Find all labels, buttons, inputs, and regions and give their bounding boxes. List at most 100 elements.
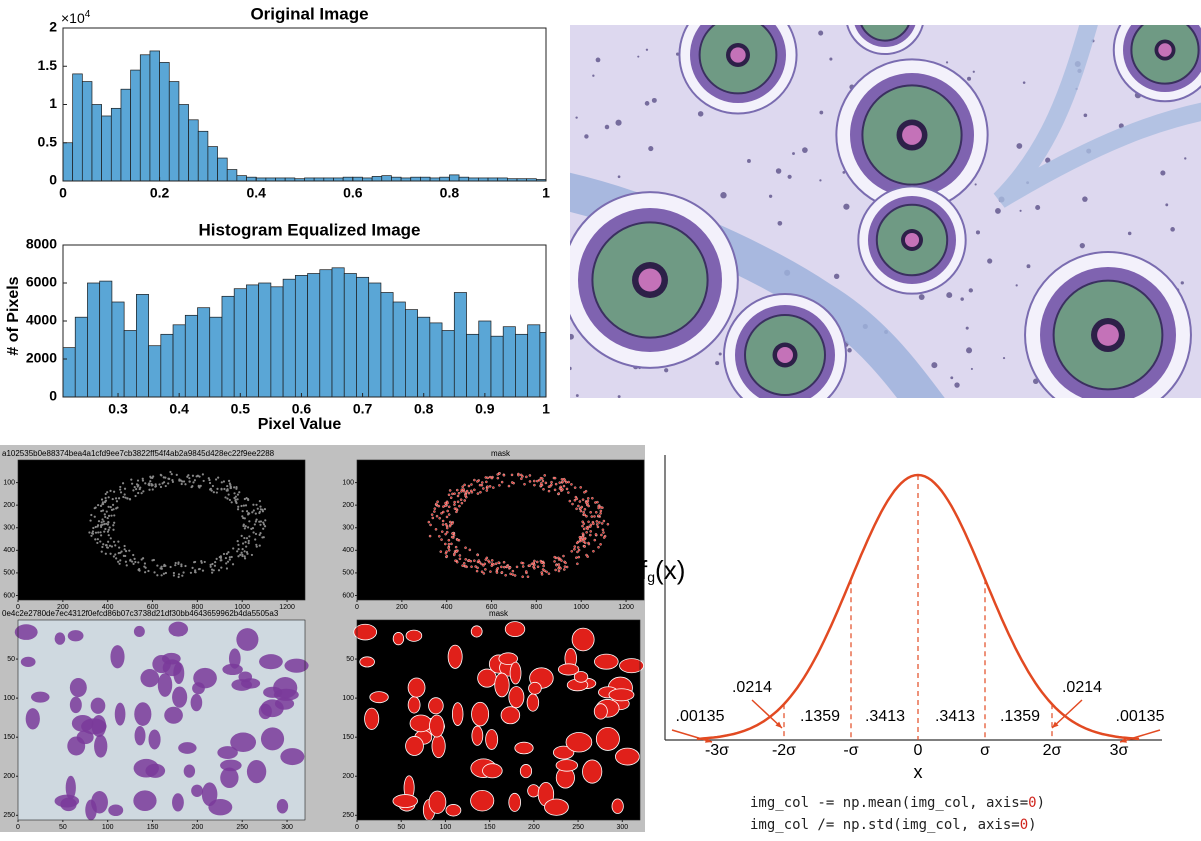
nucleus [114, 702, 126, 726]
nucleus [174, 564, 177, 567]
nucleus [128, 498, 132, 501]
arrow-head [1052, 721, 1059, 728]
nucleus [255, 543, 258, 546]
nucleus [237, 505, 240, 508]
nucleus [92, 526, 95, 530]
nucleus [602, 536, 606, 539]
nucleus [194, 571, 197, 574]
nucleus [241, 542, 245, 545]
nucleus [254, 538, 257, 541]
cell-dot [1079, 243, 1085, 249]
nucleus [210, 489, 213, 492]
x-tick-label: 800 [192, 604, 204, 611]
x-tick-label: 0 [16, 824, 20, 831]
photo-content [570, 25, 1201, 398]
nucleus [451, 532, 454, 535]
y-tick-label: 500 [342, 570, 354, 577]
nucleus [129, 559, 132, 562]
nucleus [112, 528, 115, 531]
nucleus [500, 571, 504, 574]
nucleus [409, 714, 433, 733]
nucleus [571, 502, 574, 506]
nucleus [117, 497, 121, 500]
nucleus [447, 549, 451, 552]
nucleus [593, 703, 608, 720]
nucleus [541, 568, 545, 571]
nucleus [245, 510, 249, 513]
bar [381, 175, 392, 182]
nucleus [237, 555, 240, 558]
nucleus [585, 531, 588, 534]
nucleus [456, 500, 460, 504]
nucleus [208, 481, 212, 485]
nucleus [169, 470, 172, 474]
nucleus [162, 476, 165, 479]
nucleus [184, 564, 187, 568]
nucleus [211, 562, 214, 566]
y-tick-label: 200 [3, 502, 15, 509]
cell-dot [615, 119, 622, 126]
nucleus [113, 490, 116, 493]
bar [441, 330, 455, 398]
y-tick-label: 4000 [26, 312, 57, 328]
nucleus [215, 557, 218, 560]
y-tick-label: 500 [3, 570, 15, 577]
nucleus [573, 545, 577, 548]
nucleus [242, 524, 245, 528]
nucleus [532, 479, 536, 483]
nucleus [490, 562, 494, 565]
bar [405, 309, 418, 398]
nucleus [582, 510, 585, 514]
nucleus [197, 568, 201, 571]
nucleus [172, 571, 176, 575]
bar [539, 332, 547, 398]
nucleus [150, 482, 153, 486]
follicle-center [730, 47, 746, 63]
nucleus [158, 483, 161, 486]
nucleus [131, 482, 134, 485]
nucleus [485, 480, 488, 484]
nucleus [606, 522, 610, 526]
nucleus [134, 702, 152, 726]
x-tick-label: 0.8 [414, 401, 434, 417]
nucleus [448, 524, 452, 528]
nucleus [502, 565, 506, 569]
nucleus [14, 624, 38, 640]
nucleus [440, 512, 443, 515]
nucleus [117, 551, 120, 555]
cell-dot [645, 48, 649, 51]
nucleus [284, 658, 309, 673]
x-tick-label: 0.4 [169, 401, 189, 417]
nucleus [445, 530, 449, 534]
nucleus [439, 550, 443, 553]
fiber-band [993, 25, 1201, 208]
cell-dot [946, 292, 953, 299]
y-tick-label: 0 [49, 388, 57, 404]
nucleus [138, 568, 141, 571]
bar [72, 73, 83, 182]
nucleus [583, 545, 586, 548]
nucleus [445, 550, 448, 553]
cell-dot [768, 194, 773, 198]
nucleus [576, 550, 579, 554]
nucleus [591, 496, 594, 500]
nucleus [519, 473, 523, 477]
code-line: img_col /= np.std(img_col, axis=0) [750, 817, 1037, 833]
nucleus [187, 474, 190, 477]
nucleus [97, 520, 101, 523]
nucleus [498, 472, 501, 475]
nucleus [203, 560, 206, 564]
nucleus [597, 506, 600, 510]
cell-dot [718, 352, 722, 356]
nucleus [159, 567, 162, 570]
cell-dot [1180, 281, 1184, 285]
nucleus [224, 556, 228, 560]
cell-dot [697, 111, 704, 117]
nucleus [247, 539, 250, 542]
nucleus [90, 534, 93, 537]
x-tick-label: 50 [59, 824, 67, 831]
nucleus [565, 565, 569, 569]
code-text: img_col -= np.mean(img_col, axis= [750, 795, 1028, 811]
nucleus [577, 555, 581, 559]
pointer-arrow [671, 729, 713, 743]
